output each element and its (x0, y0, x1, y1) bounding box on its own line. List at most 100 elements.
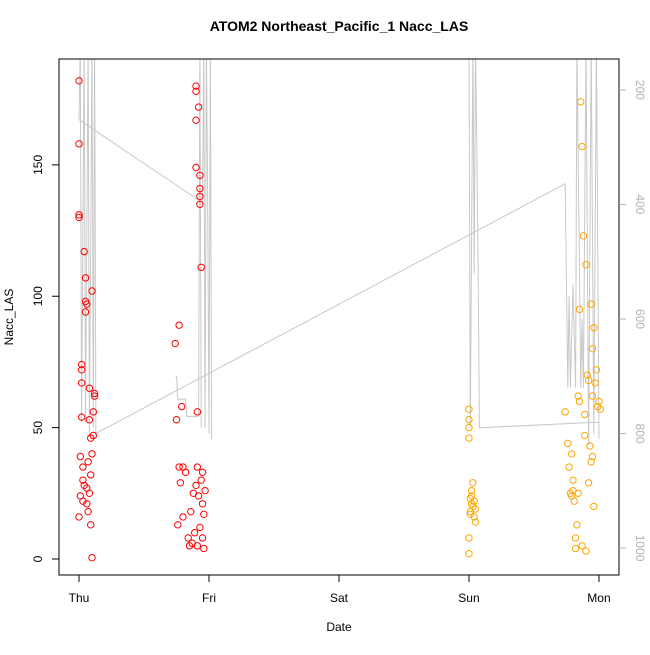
data-point (85, 416, 94, 424)
data-point (587, 300, 595, 308)
data-point (584, 479, 593, 487)
data-point (569, 486, 577, 495)
data-point (196, 523, 204, 532)
data-point (577, 98, 585, 106)
data-point (193, 463, 202, 471)
data-point (181, 468, 190, 476)
data-point (590, 324, 598, 332)
chart-title: ATOM2 Northeast_Pacific_1 Nacc_LAS (210, 18, 469, 34)
data-point (75, 211, 83, 219)
data-point (89, 408, 98, 416)
data-point (193, 408, 202, 416)
data-point (465, 550, 473, 558)
data-point (192, 481, 200, 490)
x-tick-label: Fri (202, 591, 216, 605)
data-point (574, 392, 582, 400)
data-point (578, 142, 586, 151)
data-point (84, 507, 92, 516)
data-point (467, 486, 476, 495)
data-point (179, 513, 187, 521)
data-point (196, 192, 204, 201)
data-point (81, 274, 90, 282)
data-point (77, 379, 86, 387)
data-point (90, 389, 99, 398)
data-point (561, 408, 569, 416)
data-point (192, 163, 200, 172)
data-point (469, 479, 477, 487)
data-point (185, 542, 194, 550)
data-point (588, 392, 597, 400)
data-point (80, 481, 88, 490)
x-axis-label: Date (326, 620, 352, 634)
data-point (83, 500, 91, 508)
data-point (88, 450, 96, 458)
data-point (567, 450, 576, 458)
y-tick-label: 100 (31, 286, 45, 306)
data-point (564, 439, 572, 448)
data-point (196, 200, 204, 208)
data-point (77, 413, 86, 421)
data-point (465, 405, 473, 413)
data-point (184, 534, 192, 542)
y-axis-label: Nacc_LAS (2, 289, 16, 346)
y2-tick-label: 600 (633, 309, 647, 329)
data-point (193, 542, 202, 550)
data-point (465, 423, 473, 432)
data-point (595, 397, 603, 406)
data-point (582, 547, 590, 555)
data-point (75, 77, 83, 85)
data-point (569, 476, 577, 484)
data-point (465, 434, 473, 442)
data-point (171, 339, 179, 348)
data-point (587, 458, 595, 466)
data-point (85, 384, 94, 392)
data-point (573, 521, 581, 529)
line-layer (78, 59, 600, 446)
data-point (571, 534, 580, 542)
data-point (471, 518, 480, 526)
data-point (79, 463, 87, 471)
data-point (198, 500, 207, 508)
data-point (174, 521, 182, 529)
data-point (90, 392, 99, 400)
data-point (192, 82, 200, 90)
y-tick-label: 50 (31, 421, 45, 435)
y2-tick-label: 400 (633, 194, 647, 214)
data-point (470, 513, 478, 521)
pressure-line (78, 59, 600, 446)
x-tick-label: Sat (330, 591, 349, 605)
data-point (84, 458, 92, 466)
data-point (76, 452, 85, 461)
data-point (591, 379, 599, 387)
data-point (590, 502, 598, 511)
data-point (571, 544, 580, 553)
data-point (89, 431, 98, 440)
pressure-line (78, 59, 213, 440)
data-point (197, 263, 205, 272)
data-point (592, 366, 601, 374)
data-point (197, 476, 205, 484)
data-point (580, 431, 589, 440)
data-point (200, 544, 208, 553)
data-point (586, 442, 594, 450)
data-point (79, 497, 87, 505)
data-point (201, 486, 209, 495)
data-point (77, 366, 86, 374)
data-point (593, 402, 602, 411)
data-point (575, 397, 584, 406)
data-point (79, 476, 87, 484)
data-point (85, 489, 94, 497)
data-point (596, 405, 604, 413)
data-point (580, 410, 589, 419)
data-point (467, 492, 476, 500)
data-point (578, 542, 586, 550)
data-point (83, 300, 91, 308)
pressure-line (175, 59, 202, 428)
data-point (80, 247, 88, 256)
data-point (471, 505, 480, 513)
data-point (192, 87, 200, 96)
data-point (75, 140, 83, 148)
data-point (178, 402, 186, 411)
